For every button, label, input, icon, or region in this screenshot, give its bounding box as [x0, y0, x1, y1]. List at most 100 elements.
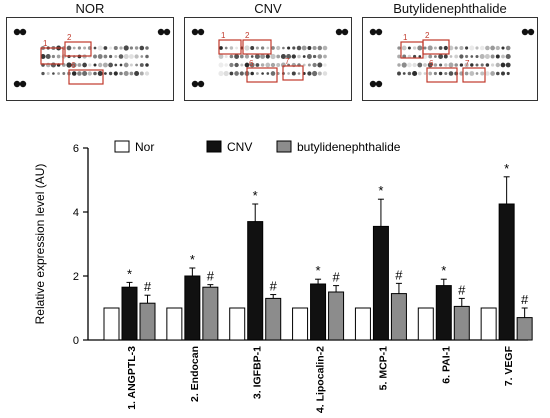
significance-mark: * — [190, 252, 195, 267]
significance-mark: * — [441, 263, 446, 278]
array-dot — [401, 62, 407, 68]
array-dot — [444, 71, 448, 76]
array-dot — [485, 63, 490, 67]
bar — [498, 203, 515, 341]
significance-mark: # — [458, 282, 466, 297]
array-dot — [438, 54, 444, 59]
array-dot — [223, 70, 229, 77]
array-dot — [255, 72, 259, 75]
array-dot — [45, 54, 51, 59]
array-dot — [501, 71, 505, 76]
y-axis-label: Relative expression level (AU) — [33, 164, 47, 325]
array-dot — [423, 72, 427, 75]
x-tick-label: 2. Endocan — [189, 346, 201, 402]
highlight-box-label: 1 — [221, 31, 226, 40]
array-dot — [407, 46, 411, 50]
array-dot — [97, 62, 103, 68]
array-dot — [52, 72, 55, 75]
bar — [166, 307, 183, 341]
bar — [453, 305, 470, 341]
array-dot — [134, 71, 140, 76]
array-dot — [114, 55, 118, 58]
array-dot — [108, 54, 113, 59]
array-dot — [312, 70, 318, 77]
bar — [435, 285, 452, 341]
array-dot — [495, 45, 500, 51]
array-dot — [244, 62, 250, 68]
array-dot — [407, 71, 412, 76]
highlight-box — [426, 67, 458, 83]
array-dot — [260, 46, 265, 50]
array-dot — [145, 46, 149, 50]
array-dot — [307, 71, 312, 76]
array-dot — [270, 71, 276, 76]
highlight-box — [242, 39, 272, 55]
array-dot — [219, 46, 223, 50]
array-dot — [41, 71, 45, 76]
array-dot — [108, 62, 113, 68]
array-dot — [139, 45, 145, 51]
array-dot — [322, 71, 328, 76]
reference-dot — [521, 28, 529, 36]
array-dot — [119, 46, 123, 50]
array-dot — [402, 72, 406, 75]
reference-dot — [13, 80, 21, 88]
array-dot — [470, 55, 474, 58]
array-dot — [291, 54, 296, 59]
reference-dot — [335, 28, 343, 36]
array-dot — [397, 71, 401, 76]
array-dot — [475, 63, 479, 67]
array-dot — [307, 46, 312, 50]
highlight-box — [246, 67, 278, 83]
array-dot — [144, 71, 150, 76]
significance-mark: # — [332, 270, 340, 285]
significance-mark: * — [253, 188, 258, 203]
array-dot — [470, 63, 474, 67]
legend-label-1: CNV — [227, 140, 252, 154]
array-dot — [505, 45, 511, 51]
array-dot — [266, 72, 270, 75]
array-dot — [417, 45, 423, 51]
array-dot — [307, 63, 311, 67]
significance-mark: * — [127, 266, 132, 281]
array-dot — [218, 62, 224, 68]
reference-dot — [369, 80, 377, 88]
array-dot — [135, 63, 138, 67]
array-dot — [296, 45, 302, 51]
array-dot — [218, 54, 224, 59]
array-dot — [317, 45, 323, 51]
array-dot — [484, 54, 490, 59]
array-dot — [485, 45, 490, 51]
array-dot — [480, 63, 484, 67]
array-dot — [505, 62, 511, 68]
array-dot — [103, 54, 108, 59]
x-tick-label: 4. Lipocalin-2 — [315, 346, 327, 413]
array-dot — [397, 54, 401, 59]
reference-dot — [527, 28, 535, 36]
array-dot — [276, 45, 281, 51]
array-dot — [244, 54, 250, 59]
array-dot — [438, 71, 443, 76]
array-dot — [235, 46, 239, 50]
array-dot — [102, 62, 108, 68]
significance-mark: * — [378, 183, 383, 198]
array-dot — [306, 54, 312, 59]
highlight-box-label: 1 — [43, 39, 48, 48]
significance-mark: # — [521, 292, 529, 307]
array-dot — [145, 63, 149, 67]
x-tick-label: 6. PAI-1 — [440, 346, 452, 384]
array-dot — [422, 53, 428, 60]
array-dot — [433, 55, 437, 58]
array-dot — [412, 46, 417, 50]
array-dot — [254, 53, 260, 60]
array-dot — [448, 71, 454, 76]
legend-swatch-1 — [206, 140, 222, 153]
blot-image-cnv: 1 2 6 7 — [191, 28, 349, 88]
x-tick-label: 7. VEGF — [503, 345, 515, 386]
highlight-box-label: 2 — [425, 31, 430, 40]
array-dot — [56, 54, 61, 59]
highlight-box-label: 7 — [285, 57, 290, 66]
array-dot — [428, 54, 433, 59]
blot-image-nor: 1 2 6 — [13, 28, 171, 88]
